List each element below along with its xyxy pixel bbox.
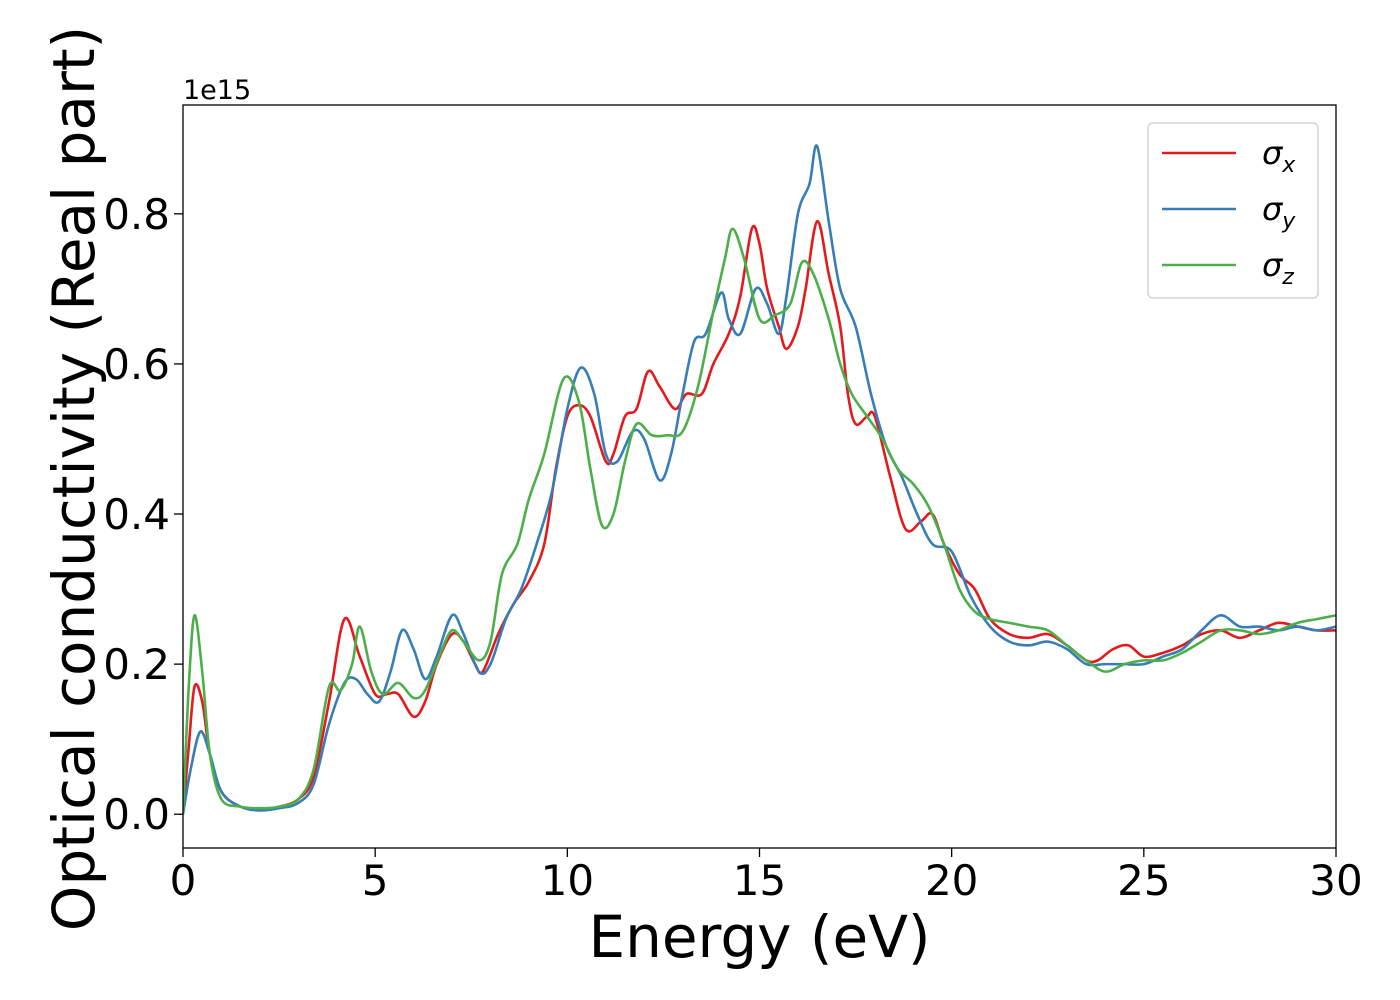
legend-label-y: σy	[1262, 190, 1296, 234]
legend-box	[1147, 122, 1319, 299]
y-tick-label: 0.6	[103, 340, 170, 389]
y-tick-label: 0.8	[103, 190, 170, 239]
x-tick-label: 30	[1309, 856, 1362, 905]
y-tick-label: 0.0	[103, 790, 170, 839]
y-tick-label: 0.2	[103, 640, 170, 689]
y-offset-label: 1e15	[183, 75, 251, 106]
x-tick-label: 20	[925, 856, 978, 905]
series-layer	[183, 144, 1336, 815]
legend-label-z: σz	[1262, 246, 1294, 290]
series-line-x	[183, 220, 1336, 815]
x-tick-label: 0	[170, 856, 197, 905]
legend: σx σy σz	[1147, 122, 1319, 299]
x-tick-label: 15	[733, 856, 786, 905]
series-line-y	[183, 144, 1336, 815]
x-tick-label: 25	[1117, 856, 1170, 905]
legend-label-x: σx	[1262, 134, 1296, 178]
x-tick-label: 10	[541, 856, 594, 905]
y-axis-title: Optical conductivity (Real part)	[40, 26, 108, 931]
x-axis-title: Energy (eV)	[588, 903, 930, 971]
series-line-z	[183, 227, 1336, 815]
ticks-layer: 0 5 10 15 20 25 30 0.0 0.2 0.4 0.6 0.8	[103, 190, 1363, 905]
y-tick-label: 0.4	[103, 490, 170, 539]
x-tick-label: 5	[362, 856, 389, 905]
